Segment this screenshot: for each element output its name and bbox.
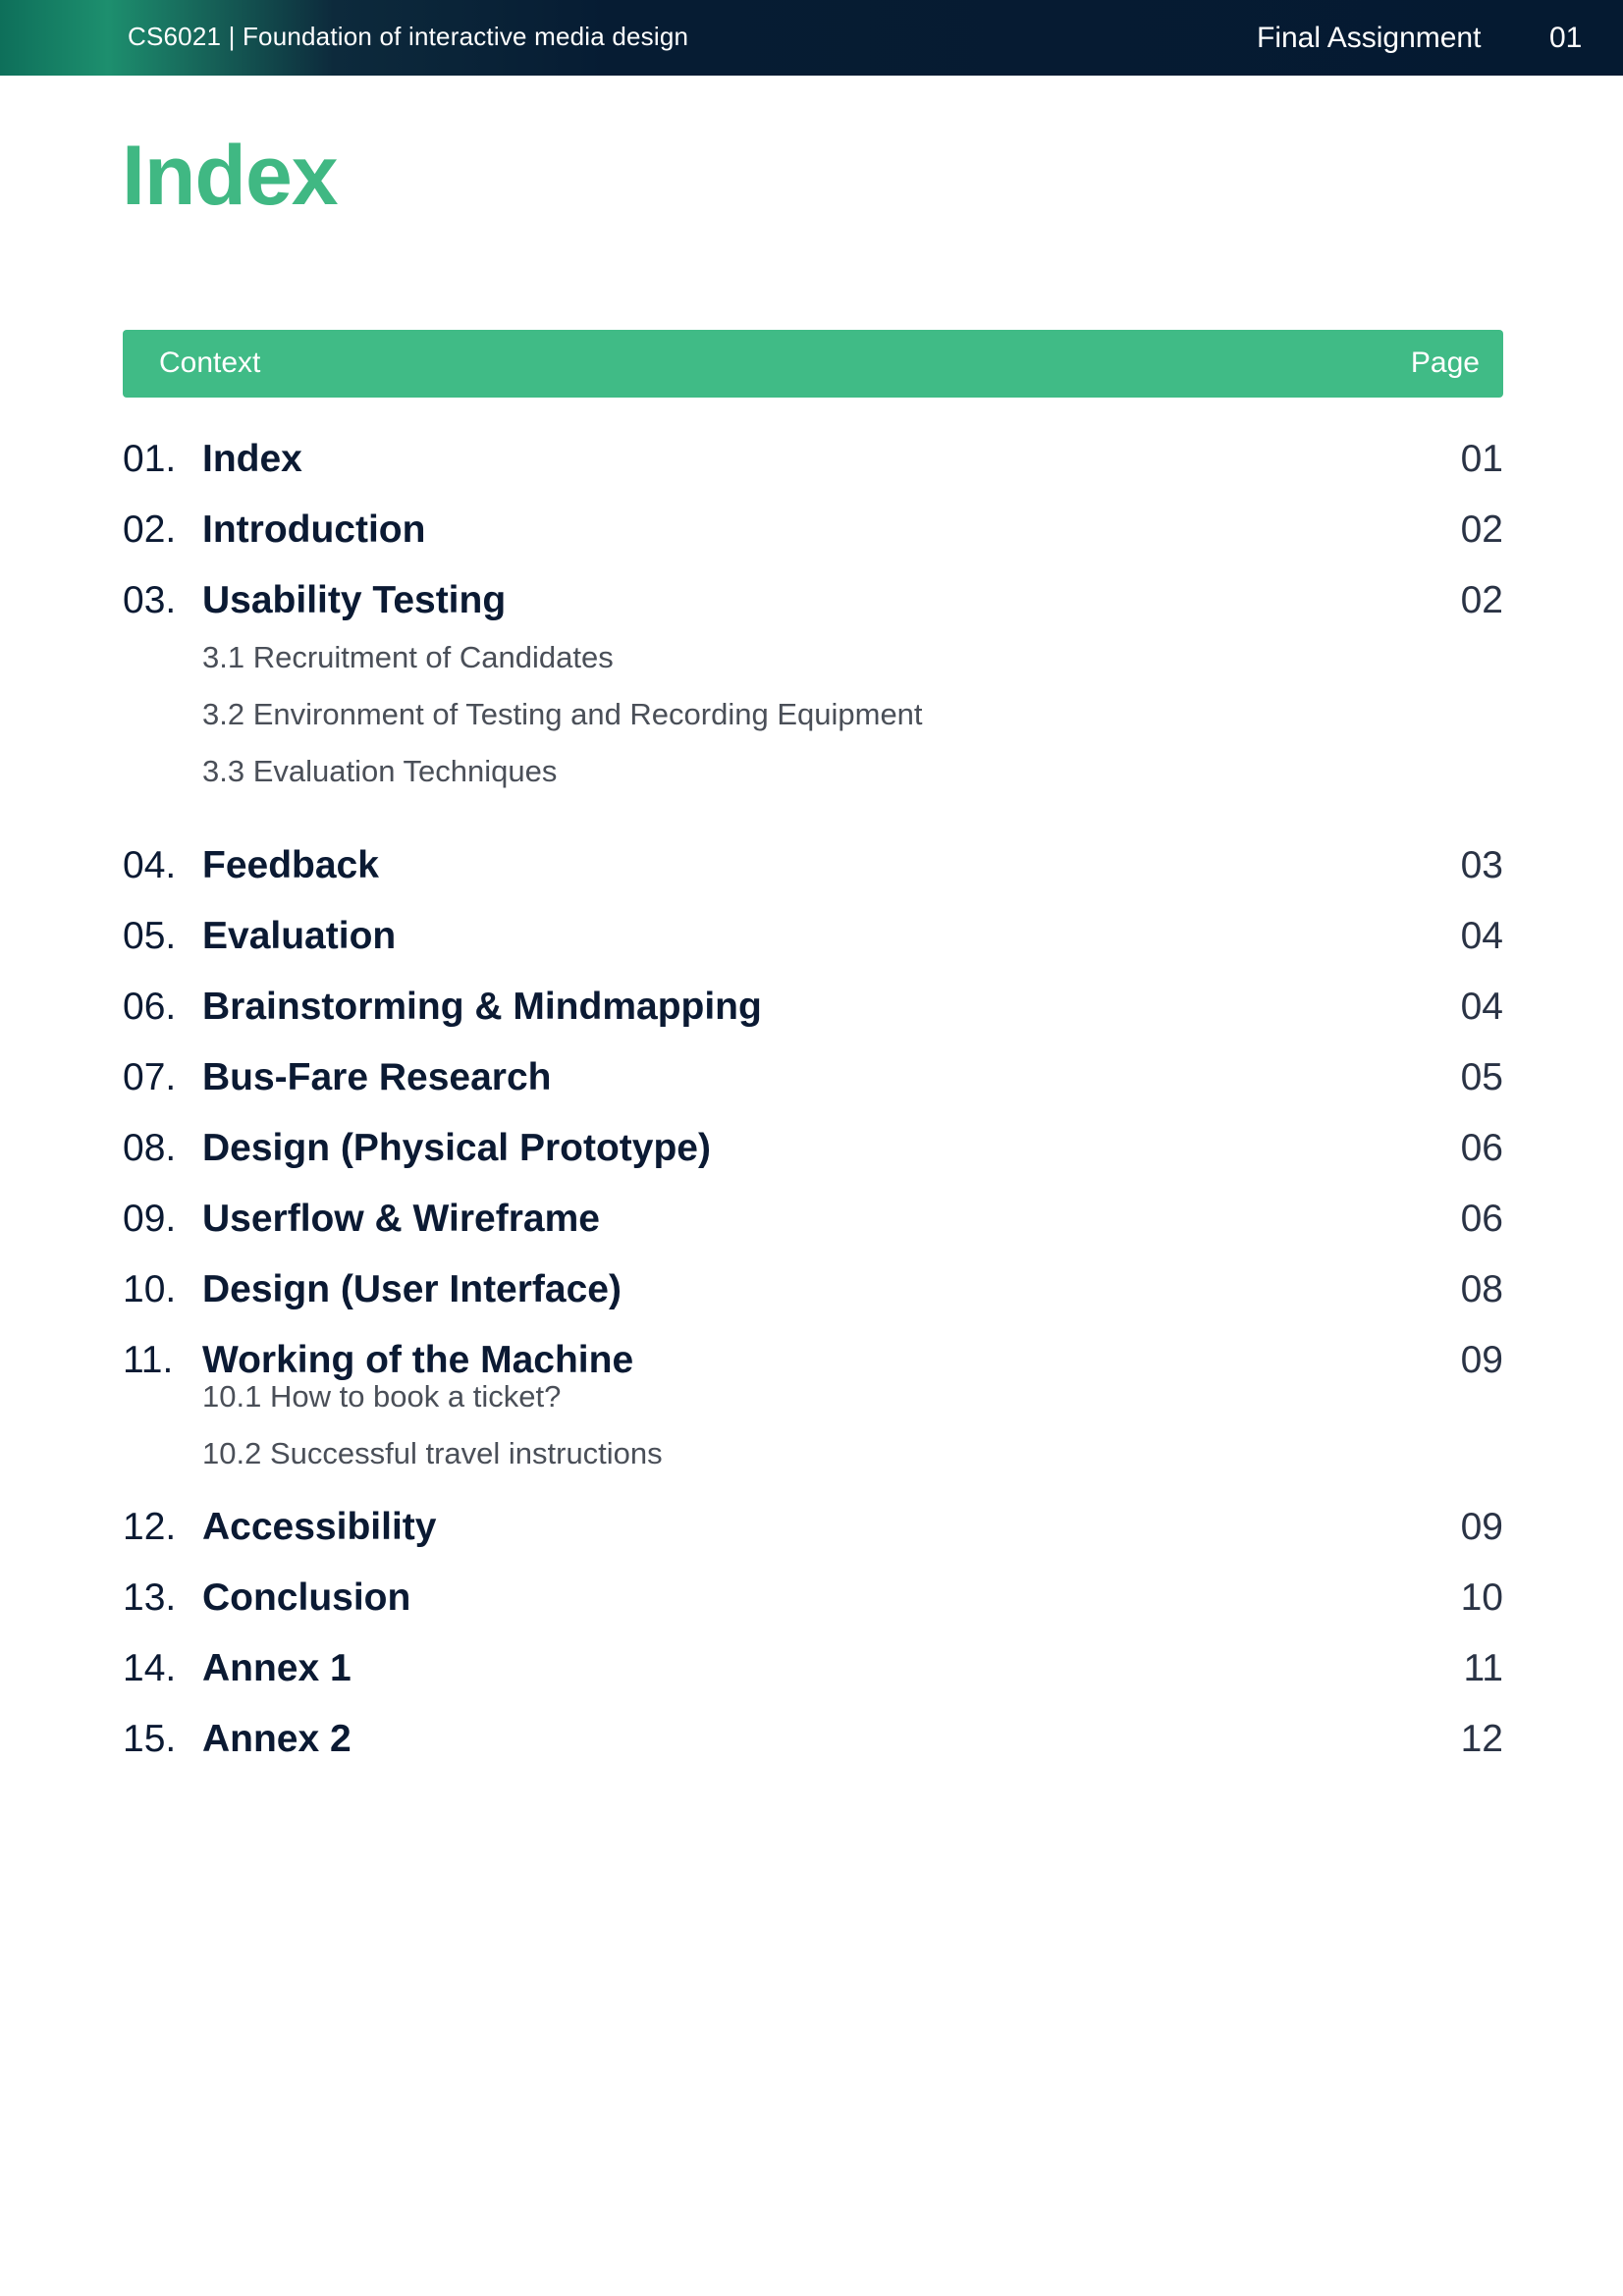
toc-entry-number: 05. (123, 915, 177, 957)
toc-entry-number: 04. (123, 844, 177, 886)
toc-entry-label: Annex 1 (202, 1647, 352, 1689)
toc-entry-page: 12 (1460, 1718, 1503, 1760)
toc-entry-page: 02 (1460, 508, 1503, 551)
toc-entry: 08. Design (Physical Prototype) 06 (123, 1127, 1503, 1176)
toc-subentry: 10.1 How to book a ticket? (202, 1379, 562, 1414)
toc-entry-label: Working of the Machine (202, 1339, 634, 1381)
toc-entry: 03. Usability Testing 02 (123, 579, 1503, 628)
toc-entry-label: Design (User Interface) (202, 1268, 622, 1310)
toc-entry-page: 05 (1460, 1056, 1503, 1098)
toc-entry-label: Evaluation (202, 915, 397, 957)
toc-entry-label: Brainstorming & Mindmapping (202, 986, 762, 1028)
toc-entry-number: 11. (123, 1339, 174, 1381)
page-title: Index (122, 129, 339, 223)
toc-entry-label: Introduction (202, 508, 426, 551)
toc-entry: 02. Introduction 02 (123, 508, 1503, 558)
toc-entry-number: 10. (123, 1268, 177, 1310)
toc-entry-number: 14. (123, 1647, 177, 1689)
toc-entry: 06. Brainstorming & Mindmapping 04 (123, 986, 1503, 1035)
toc-entry-label: Design (Physical Prototype) (202, 1127, 711, 1169)
toc-entry: 14. Annex 1 11 (123, 1647, 1503, 1696)
toc-entry-page: 06 (1460, 1198, 1503, 1240)
toc-entry: 10. Design (User Interface) 08 (123, 1268, 1503, 1317)
header-page-number: 01 (1549, 22, 1583, 54)
page-header: CS6021 | Foundation of interactive media… (0, 0, 1623, 76)
toc-entry-label: Usability Testing (202, 579, 507, 621)
toc-entry: 13. Conclusion 10 (123, 1576, 1503, 1626)
toc-entry-number: 08. (123, 1127, 177, 1169)
toc-entry-number: 13. (123, 1576, 177, 1619)
toc-entry-number: 12. (123, 1506, 177, 1548)
toc-entry-label: Conclusion (202, 1576, 411, 1619)
toc-entry-label: Annex 2 (202, 1718, 352, 1760)
toc-entry-page: 04 (1460, 986, 1503, 1028)
toc-entry-label: Userflow & Wireframe (202, 1198, 600, 1240)
toc-entry-label: Bus-Fare Research (202, 1056, 552, 1098)
context-column-header: Context (159, 347, 261, 379)
toc-entry-page: 10 (1460, 1576, 1503, 1619)
toc-subentry: 3.1 Recruitment of Candidates (202, 640, 614, 674)
toc-entry-page: 04 (1460, 915, 1503, 957)
assignment-title: Final Assignment (1257, 22, 1482, 54)
toc-entry: 15. Annex 2 12 (123, 1718, 1503, 1767)
toc-entry-page: 09 (1460, 1506, 1503, 1548)
page-column-header: Page (1410, 347, 1480, 379)
toc-subentry: 3.2 Environment of Testing and Recording… (202, 697, 923, 731)
toc-entry: 01. Index 01 (123, 438, 1503, 487)
toc-subentry: 10.2 Successful travel instructions (202, 1436, 663, 1470)
toc-entry: 07. Bus-Fare Research 05 (123, 1056, 1503, 1105)
toc-entry-page: 11 (1463, 1647, 1504, 1689)
toc-table-header: Context Page (123, 330, 1503, 398)
toc-entry: 11. Working of the Machine 09 (123, 1339, 1503, 1388)
toc-entry-page: 09 (1460, 1339, 1503, 1381)
toc-entry-page: 08 (1460, 1268, 1503, 1310)
toc-entry-label: Index (202, 438, 302, 480)
toc-entry-page: 03 (1460, 844, 1503, 886)
toc-entry-label: Feedback (202, 844, 379, 886)
toc-entry-number: 15. (123, 1718, 177, 1760)
toc-subentry: 3.3 Evaluation Techniques (202, 754, 558, 788)
toc-entry: 09. Userflow & Wireframe 06 (123, 1198, 1503, 1247)
toc-entry-page: 02 (1460, 579, 1503, 621)
toc-entry-number: 06. (123, 986, 177, 1028)
toc-entry: 04. Feedback 03 (123, 844, 1503, 893)
toc-entry-label: Accessibility (202, 1506, 437, 1548)
toc-entry-number: 09. (123, 1198, 177, 1240)
toc-entry-number: 01. (123, 438, 177, 480)
toc-entry-number: 07. (123, 1056, 177, 1098)
toc-entry: 12. Accessibility 09 (123, 1506, 1503, 1555)
toc-entry: 05. Evaluation 04 (123, 915, 1503, 964)
toc-entry-number: 03. (123, 579, 177, 621)
course-title: CS6021 | Foundation of interactive media… (128, 22, 689, 51)
toc-entry-page: 06 (1460, 1127, 1503, 1169)
toc-entry-number: 02. (123, 508, 177, 551)
toc-entry-page: 01 (1460, 438, 1503, 480)
